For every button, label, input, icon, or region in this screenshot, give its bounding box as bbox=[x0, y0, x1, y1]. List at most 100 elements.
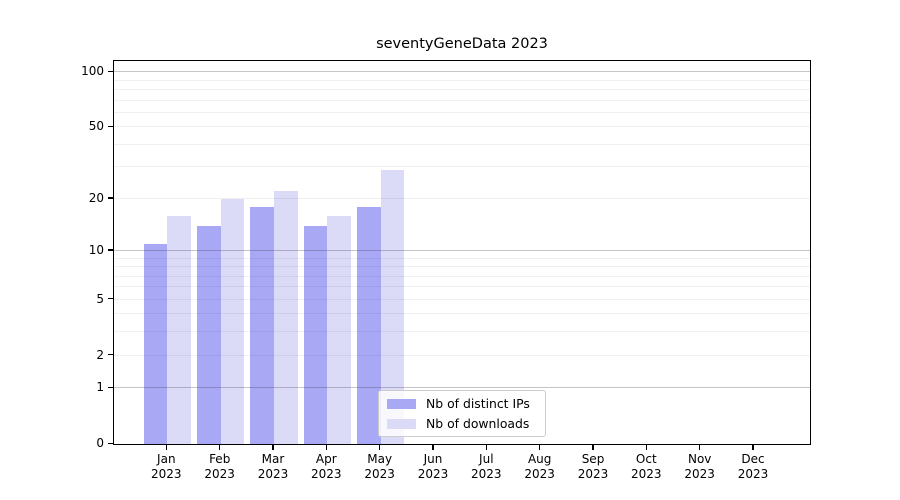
gridline-minor bbox=[114, 313, 810, 315]
bar-downloads bbox=[274, 191, 298, 444]
legend-label: Nb of distinct IPs bbox=[426, 396, 530, 411]
gridline-minor bbox=[114, 286, 810, 288]
legend-row: Nb of distinct IPs bbox=[387, 396, 545, 411]
x-tick-label: Jan 2023 bbox=[139, 452, 193, 482]
x-tick-mark bbox=[592, 445, 594, 450]
year-label: 2023 bbox=[631, 467, 662, 481]
gridline-major bbox=[114, 387, 810, 389]
gridline-minor bbox=[114, 266, 810, 267]
month-label: Aug bbox=[527, 452, 552, 466]
gridline-minor bbox=[114, 331, 810, 333]
x-tick-mark bbox=[485, 445, 487, 450]
year-label: 2023 bbox=[364, 467, 395, 481]
y-tick-mark bbox=[108, 249, 113, 251]
gridline-major bbox=[114, 249, 810, 251]
x-tick-label: Nov 2023 bbox=[673, 452, 727, 482]
year-label: 2023 bbox=[684, 467, 715, 481]
gridline-minor bbox=[114, 257, 810, 259]
year-label: 2023 bbox=[151, 467, 182, 481]
bar-distinct-ips bbox=[143, 243, 168, 444]
y-tick-label: 100 bbox=[81, 64, 104, 79]
x-tick-label: Jul 2023 bbox=[459, 452, 513, 482]
gridline-major bbox=[114, 71, 810, 73]
gridline-minor bbox=[114, 166, 810, 168]
year-label: 2023 bbox=[311, 467, 342, 481]
x-tick-label: Dec 2023 bbox=[726, 452, 780, 482]
x-tick-mark bbox=[272, 445, 274, 450]
x-tick-label: Oct 2023 bbox=[619, 452, 673, 482]
legend-row: Nb of downloads bbox=[387, 416, 545, 431]
gridline-minor bbox=[114, 126, 810, 128]
y-tick-label: 5 bbox=[96, 291, 104, 306]
y-tick-mark bbox=[108, 197, 113, 199]
y-tick-mark bbox=[108, 442, 113, 444]
gridline-minor bbox=[114, 143, 810, 145]
gridline-minor bbox=[114, 79, 810, 81]
gridline-minor bbox=[114, 354, 810, 356]
month-label: Jun bbox=[423, 452, 443, 466]
y-tick-label: 2 bbox=[96, 347, 104, 362]
gridline-minor bbox=[114, 298, 810, 300]
x-tick-mark bbox=[539, 445, 541, 450]
month-label: Feb bbox=[209, 452, 231, 466]
x-tick-label: Jun 2023 bbox=[406, 452, 460, 482]
bar-distinct-ips bbox=[303, 225, 328, 444]
year-label: 2023 bbox=[737, 467, 769, 481]
gridline-minor bbox=[114, 197, 810, 199]
bar-downloads bbox=[220, 198, 245, 444]
x-tick-mark bbox=[699, 445, 701, 450]
year-label: 2023 bbox=[524, 467, 555, 481]
x-tick-mark bbox=[219, 445, 221, 450]
gridline-minor bbox=[114, 275, 810, 277]
x-tick-mark bbox=[645, 445, 647, 450]
year-label: 2023 bbox=[417, 467, 449, 481]
legend-label: Nb of downloads bbox=[426, 416, 530, 431]
y-tick-mark bbox=[108, 125, 113, 128]
x-tick-label: Sep 2023 bbox=[566, 452, 620, 482]
x-tick-mark bbox=[752, 445, 754, 450]
y-tick-mark bbox=[108, 70, 113, 72]
month-label: Dec bbox=[741, 452, 765, 466]
month-label: Jul bbox=[479, 452, 494, 466]
x-tick-label: Aug 2023 bbox=[513, 452, 567, 482]
x-tick-label: May 2023 bbox=[353, 452, 407, 482]
chart-title: seventyGeneData 2023 bbox=[376, 36, 548, 52]
y-tick-mark bbox=[108, 386, 113, 388]
x-tick-label: Apr 2023 bbox=[299, 452, 353, 482]
legend-swatch-downloads bbox=[387, 418, 416, 429]
x-tick-label: Mar 2023 bbox=[246, 452, 300, 482]
month-label: Nov bbox=[687, 452, 712, 466]
x-tick-mark bbox=[379, 445, 381, 450]
x-tick-mark bbox=[165, 445, 167, 450]
bar-distinct-ips bbox=[196, 225, 221, 444]
y-tick-label: 50 bbox=[88, 119, 104, 134]
legend-swatch-distinct-ips bbox=[387, 398, 416, 409]
y-tick-mark bbox=[108, 298, 113, 300]
month-label: Apr bbox=[315, 452, 337, 466]
year-label: 2023 bbox=[257, 467, 289, 481]
month-label: Mar bbox=[261, 452, 285, 466]
month-label: Oct bbox=[635, 452, 657, 466]
x-tick-mark bbox=[325, 445, 327, 450]
bar-distinct-ips bbox=[250, 206, 274, 444]
bar-downloads bbox=[327, 215, 352, 444]
bar-downloads bbox=[167, 215, 192, 444]
year-label: 2023 bbox=[204, 467, 235, 481]
x-tick-mark bbox=[432, 445, 434, 450]
legend: Nb of distinct IPs Nb of downloads bbox=[378, 390, 546, 437]
gridline-minor bbox=[114, 99, 810, 101]
y-tick-mark bbox=[108, 354, 113, 356]
month-label: Jan bbox=[157, 452, 176, 466]
year-label: 2023 bbox=[471, 467, 502, 481]
year-label: 2023 bbox=[577, 467, 609, 481]
gridline-minor bbox=[114, 111, 810, 113]
y-tick-label: 0 bbox=[96, 436, 104, 450]
plot-area bbox=[113, 60, 811, 445]
month-label: Sep bbox=[581, 452, 605, 466]
gridline-minor bbox=[114, 89, 810, 90]
x-tick-label: Feb 2023 bbox=[193, 452, 247, 482]
month-label: May bbox=[367, 452, 393, 466]
bar-distinct-ips bbox=[356, 206, 381, 444]
y-tick-label: 10 bbox=[88, 242, 104, 257]
